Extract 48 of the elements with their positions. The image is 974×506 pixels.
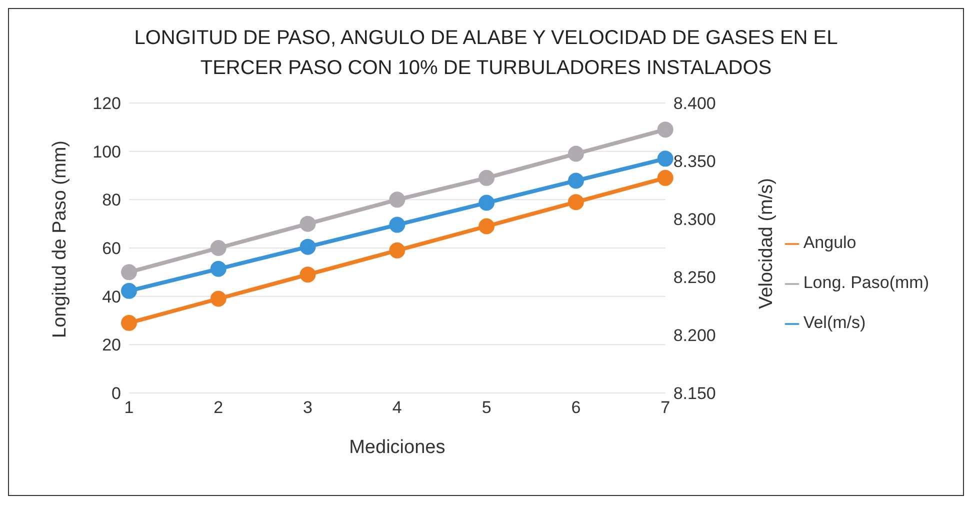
point [657,150,674,167]
point [210,290,226,307]
x-tick-label: 2 [214,398,224,418]
y2-axis-title: Velocidad (m/s) [756,178,778,309]
point [568,146,584,162]
point [389,192,406,208]
point [478,170,495,186]
y-tick-label: 100 [92,142,121,162]
x-tick-label: 1 [124,398,134,418]
y-tick-label: 0 [112,384,121,404]
point [121,282,137,299]
point [478,218,495,234]
point [300,216,316,232]
point [568,172,584,189]
x-tick-label: 6 [571,398,581,418]
point [568,194,584,210]
x-tick-label: 4 [392,398,402,418]
y-tick-label: 60 [102,239,121,258]
point [657,122,674,138]
point [210,260,226,277]
point [300,238,316,255]
y2-tick-label: 8.400 [673,94,716,114]
x-tick-label: 7 [660,398,670,418]
point [121,314,137,331]
y-tick-label: 20 [102,336,121,355]
point [478,194,495,211]
point [389,216,406,233]
legend-label: Long. Paso(mm) [803,273,929,292]
legend-label: Angulo [803,233,856,252]
y2-tick-label: 8.200 [673,326,716,346]
y-axis-title: Longitud de Paso (mm) [50,140,71,338]
point [389,242,406,258]
y-tick-label: 40 [102,287,121,306]
chart-title: LONGITUD DE PASO, ANGULO DE ALABE Y VELOCIDAD DE GASES EN EL TERCER PASO CON 10% DE TURBULADORES INSTALADOS [133,26,839,81]
x-tick-label: 5 [482,398,492,418]
point [121,264,137,280]
x-axis-title: Mediciones [349,437,446,458]
y-tick-label: 80 [102,190,121,210]
y2-tick-label: 8.250 [673,268,716,288]
point [657,170,674,186]
y-tick-label: 120 [92,94,121,114]
legend-label: Vel(m/s) [803,313,866,332]
point [210,240,226,256]
y2-tick-label: 8.350 [673,152,716,172]
y2-tick-label: 8.300 [673,210,716,230]
x-tick-label: 3 [303,398,313,418]
point [300,266,316,283]
y2-tick-label: 8.150 [673,384,716,404]
